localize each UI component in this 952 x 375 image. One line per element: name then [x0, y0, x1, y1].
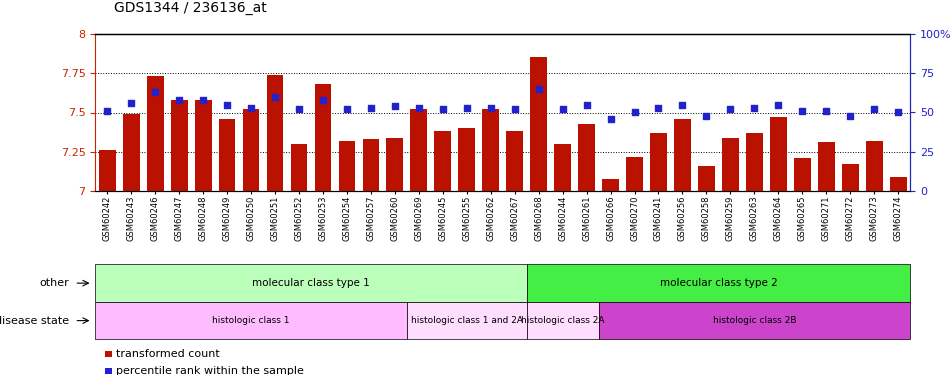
Point [794, 108, 809, 114]
Bar [314, 84, 331, 191]
Point [530, 86, 545, 92]
Bar [889, 177, 905, 191]
Point [410, 105, 426, 111]
Point [842, 112, 857, 118]
Bar [362, 139, 379, 191]
Bar [147, 76, 164, 191]
Point [219, 102, 234, 108]
Point [124, 100, 139, 106]
Point [148, 89, 163, 95]
Bar [410, 110, 426, 191]
Bar [602, 178, 618, 191]
Text: histologic class 1: histologic class 1 [212, 316, 289, 325]
Point [698, 112, 713, 118]
Point [818, 108, 833, 114]
Bar [673, 119, 690, 191]
Bar [745, 133, 762, 191]
Text: other: other [40, 278, 69, 288]
Point [315, 97, 330, 103]
Bar [578, 123, 594, 191]
Point [722, 106, 737, 112]
Text: histologic class 2A: histologic class 2A [521, 316, 604, 325]
Point [674, 102, 689, 108]
Point [483, 105, 498, 111]
Point [865, 106, 881, 112]
Bar [243, 110, 259, 191]
Bar [506, 131, 523, 191]
Bar [554, 144, 570, 191]
Point [770, 102, 785, 108]
Text: histologic class 2B: histologic class 2B [712, 316, 795, 325]
Point [459, 105, 474, 111]
Point [554, 106, 569, 112]
Bar [170, 100, 188, 191]
Bar [434, 131, 450, 191]
Bar [482, 110, 499, 191]
Bar [219, 119, 235, 191]
Text: molecular class type 1: molecular class type 1 [252, 278, 369, 288]
Bar [793, 158, 810, 191]
Bar [864, 141, 882, 191]
Text: molecular class type 2: molecular class type 2 [659, 278, 777, 288]
Point [171, 97, 187, 103]
Point [339, 106, 354, 112]
Point [243, 105, 258, 111]
Bar [841, 165, 858, 191]
Bar [769, 117, 785, 191]
Text: percentile rank within the sample: percentile rank within the sample [116, 366, 304, 375]
Bar [722, 138, 738, 191]
Text: histologic class 1 and 2A: histologic class 1 and 2A [410, 316, 523, 325]
Bar [123, 114, 140, 191]
Text: transformed count: transformed count [116, 349, 220, 359]
Point [363, 105, 378, 111]
Point [626, 110, 642, 116]
Bar [529, 57, 546, 191]
Bar [338, 141, 355, 191]
Bar [387, 138, 403, 191]
Bar [625, 157, 643, 191]
Point [100, 108, 115, 114]
Point [650, 105, 665, 111]
Bar [290, 144, 307, 191]
Bar [649, 133, 666, 191]
Point [889, 110, 904, 116]
Text: GDS1344 / 236136_at: GDS1344 / 236136_at [114, 1, 267, 15]
Point [387, 103, 402, 109]
Bar [817, 142, 834, 191]
Bar [194, 100, 211, 191]
Bar [99, 150, 115, 191]
Point [506, 106, 522, 112]
Point [746, 105, 762, 111]
Point [579, 102, 594, 108]
Point [268, 94, 283, 100]
Point [195, 97, 210, 103]
Point [435, 106, 450, 112]
Point [291, 106, 307, 112]
Bar [458, 128, 475, 191]
Bar [267, 75, 283, 191]
Text: disease state: disease state [0, 316, 69, 326]
Point [603, 116, 618, 122]
Bar [697, 166, 714, 191]
